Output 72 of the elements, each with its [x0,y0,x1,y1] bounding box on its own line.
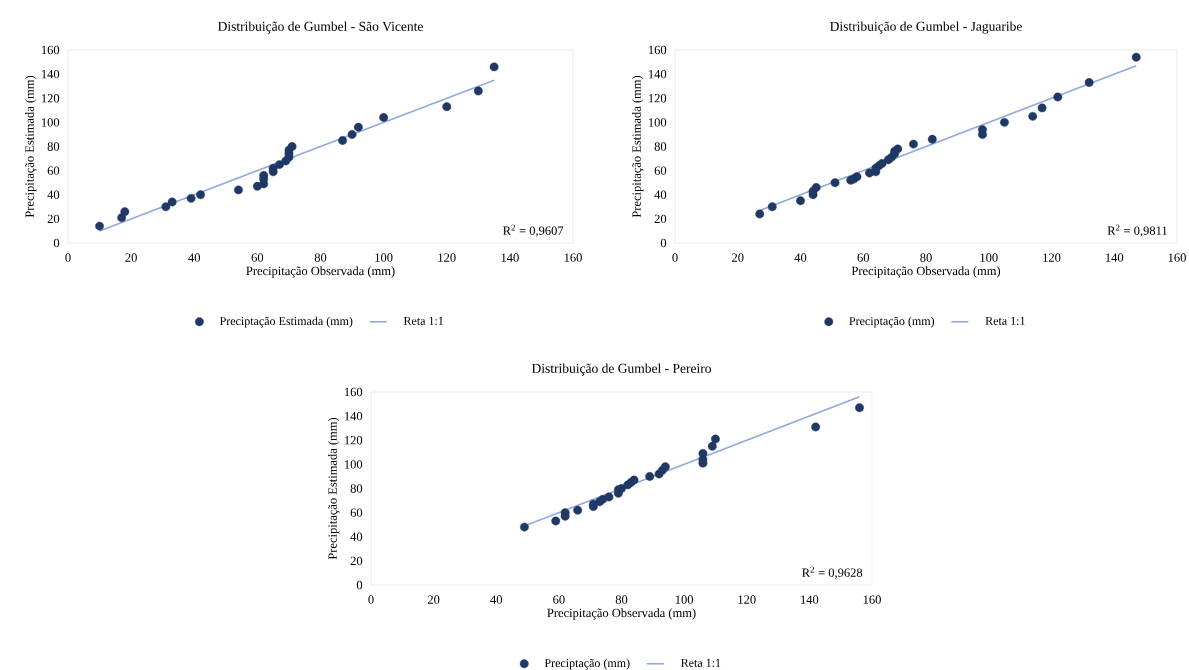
y-tick-label: 100 [41,118,60,127]
y-tick-label: 80 [350,484,363,493]
y-tick-label: 100 [648,118,667,127]
legend-label: Reta 1:1 [681,658,721,667]
y-tick-label: 160 [648,45,667,55]
x-tick-label: 160 [863,595,881,604]
y-tick-label: 160 [344,387,363,397]
y-tick-label: 40 [654,190,667,199]
y-tick-label: 40 [47,190,60,199]
x-tick-label: 40 [490,595,503,604]
legend-label: Reta 1:1 [403,316,444,325]
legend-label: Reta 1:1 [985,316,1025,325]
x-tick-label: 60 [553,595,565,604]
legend-label: Preciptação (mm) [544,658,630,670]
y-tick-label: 20 [654,214,667,224]
y-tick-label: 140 [648,69,667,79]
x-tick-label: 0 [672,253,678,262]
y-tick-label: 120 [344,436,363,445]
y-tick-label: 0 [356,580,363,590]
annotation: R$^{2}$ = 0,9607 [503,224,564,237]
x-tick-label: 160 [564,253,582,262]
x-tick-label: 60 [251,253,264,262]
x-tick-label: 140 [501,253,519,262]
x-tick-label: 140 [1105,253,1124,262]
x-tick-label: 120 [1043,253,1061,262]
x-tick-label: 160 [1168,253,1186,262]
x-tick-label: 80 [920,253,932,262]
y-tick-label: 140 [41,69,60,79]
y-tick-label: 20 [47,214,60,224]
y-tick-label: 60 [47,166,60,175]
x-tick-label: 0 [368,595,374,604]
y-tick-label: 20 [350,556,363,566]
x-tick-label: 100 [375,253,393,262]
chart-title: Distribuição de Gumbel - Pereiro [531,363,711,376]
y-tick-label: 40 [350,532,363,541]
x-tick-label: 60 [857,253,870,262]
y-tick-label: 60 [350,508,363,517]
y-tick-label: 120 [648,94,667,103]
y-tick-label: 0 [53,238,60,248]
annotation: R$^{2}$ = 0,9628 [802,566,863,579]
x-tick-label: 80 [615,595,628,604]
x-tick-label: 120 [738,595,756,604]
y-tick-label: 100 [344,460,363,469]
y-axis-title: Precipitação Estimada (mm) [328,417,340,560]
y-tick-label: 0 [660,238,667,248]
x-tick-label: 100 [980,253,998,262]
y-tick-label: 80 [47,142,60,151]
x-tick-label: 80 [314,253,327,262]
y-axis-title: Precipitação Estimada (mm) [632,75,644,218]
x-axis-title: Precipitação Observada (mm) [246,266,395,278]
y-axis-title: Precipitação Estimada (mm) [25,75,37,218]
y-tick-label: 160 [41,45,60,55]
y-tick-label: 120 [41,94,60,103]
y-tick-label: 60 [654,166,667,175]
annotation: R$^{2}$ = 0,9811 [1107,224,1167,237]
x-tick-label: 120 [438,253,456,262]
y-tick-label: 80 [654,142,667,151]
x-tick-label: 100 [675,595,694,604]
x-tick-label: 0 [65,253,71,262]
chart-title: Distribuição de Gumbel - São Vicente [218,21,423,34]
x-tick-label: 40 [188,253,201,262]
x-axis-title: Precipitação Observada (mm) [547,608,696,620]
x-axis-title: Precipitação Observada (mm) [851,266,1001,278]
chart-title: Distribuição de Gumbel - Jaguaribe [830,21,1022,34]
legend-label: Preciptação (mm) [849,316,935,328]
x-tick-label: 20 [732,253,744,262]
x-tick-label: 20 [125,253,137,262]
x-tick-label: 140 [801,595,819,604]
y-tick-label: 140 [344,411,363,421]
x-tick-label: 20 [427,595,440,604]
legend-label: Preciptação Estimada (mm) [219,316,353,328]
x-tick-label: 40 [794,253,807,262]
